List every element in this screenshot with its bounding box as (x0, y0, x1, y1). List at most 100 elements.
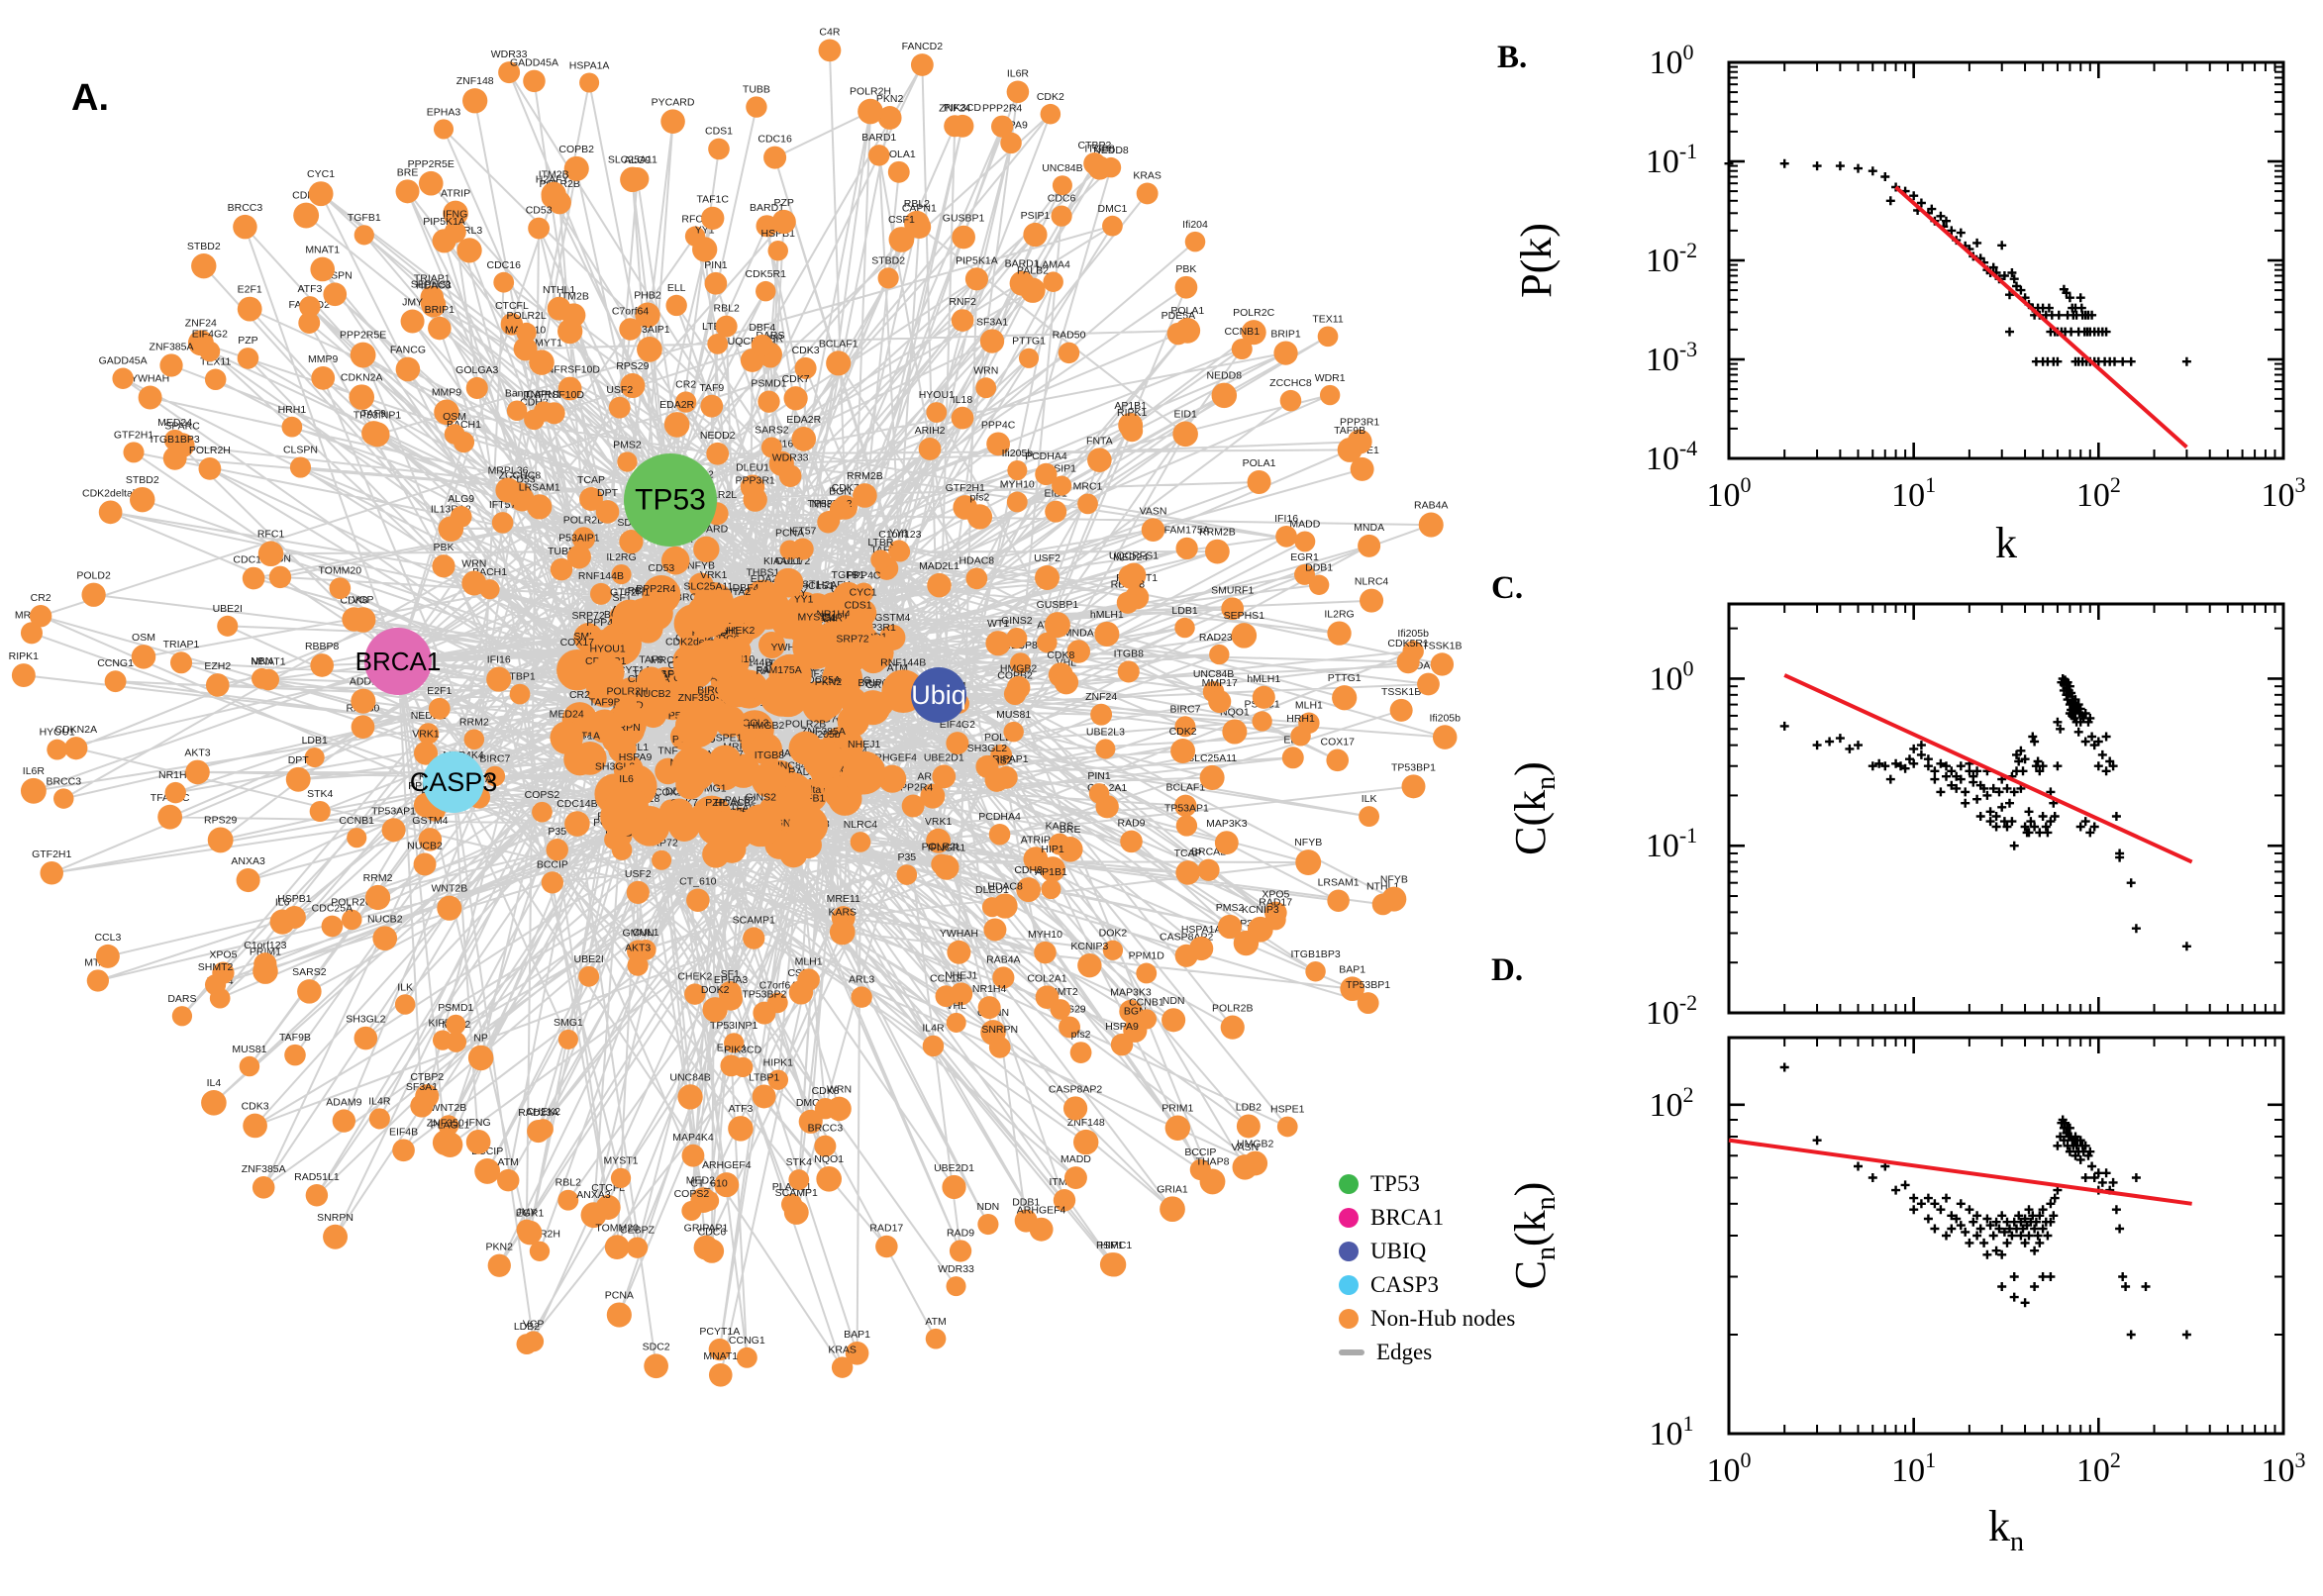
gene-node (284, 1044, 306, 1066)
gene-node (664, 798, 694, 828)
gene-node (529, 349, 555, 375)
gene-node (185, 759, 210, 785)
svg-text:100: 100 (1650, 655, 1694, 697)
gene-label: GTF2H1 (946, 482, 985, 494)
gene-label: HYOU1 (590, 643, 626, 654)
gene-node (674, 705, 719, 748)
gene-node (829, 919, 856, 946)
gene-label: EIF4G2 (940, 719, 975, 731)
gene-label: TAF9B (279, 1032, 311, 1044)
gene-node (309, 800, 331, 823)
gene-node (1000, 132, 1022, 154)
gene-label: E2F1 (427, 685, 452, 697)
hub-label-ubiq: Ubiq (911, 680, 966, 710)
gene-node (304, 748, 325, 768)
gene-label: BARD1 (1005, 258, 1040, 270)
gene-label: IFNGR1 (928, 842, 966, 853)
gene-node (946, 732, 969, 755)
gene-label: H2AFY (536, 173, 569, 185)
gene-label: POLR2L (922, 841, 961, 852)
gene-node (839, 646, 866, 673)
gene-node (305, 1184, 329, 1207)
gene-label: LTBR (867, 537, 893, 549)
gene-node (546, 839, 568, 861)
gene-label: WDR33 (491, 49, 528, 60)
gene-node (465, 376, 488, 399)
gene-label: PSMD1 (438, 1002, 473, 1014)
brca1-node-icon (1339, 1207, 1359, 1228)
gene-label: PPP2R5E (408, 158, 454, 170)
gene-label: CT_610 (690, 1178, 728, 1190)
gene-label: PIN1 (704, 259, 728, 271)
gene-label: BCLAF1 (819, 338, 858, 349)
gene-node (1023, 222, 1048, 248)
gene-node (1059, 1016, 1080, 1039)
gene-node (323, 1224, 349, 1249)
gene-node (1209, 644, 1230, 665)
gene-label: POLR2B (1212, 1003, 1253, 1015)
gene-label: PPP2R5E (340, 330, 386, 342)
gene-label: VRK1 (700, 569, 728, 581)
gene-label: TCAP (577, 474, 605, 486)
gene-label: EGR1 (1290, 551, 1319, 563)
gene-node (714, 1172, 740, 1198)
gene-label: Banp (505, 388, 530, 400)
gene-node (758, 631, 786, 659)
hub-label-tp53: TP53 (635, 484, 706, 517)
legend-item-label: Non-Hub nodes (1370, 1305, 1516, 1331)
gene-node (763, 146, 787, 169)
gene-node (660, 546, 690, 575)
gene-label: ZNF350 (427, 1117, 464, 1129)
gene-node (595, 500, 620, 524)
gene-node (433, 119, 454, 140)
gene-label: GMNN (622, 927, 654, 939)
gene-node (1175, 537, 1198, 560)
svg-text:101: 101 (1891, 1447, 1936, 1489)
gene-label: CTBP2 (410, 1071, 444, 1083)
gene-label: MUS81 (996, 709, 1031, 721)
gene-node (1040, 103, 1061, 125)
gene-node (1295, 849, 1322, 876)
gene-node (394, 994, 416, 1015)
legend-item-ubiq: UBIQ (1339, 1239, 1515, 1263)
gene-node (638, 595, 673, 631)
gene-label: HSPA9 (1105, 1021, 1139, 1033)
legend-item-nonhub: Non-Hub nodes (1339, 1306, 1515, 1331)
gene-label: BRCC3 (228, 202, 263, 214)
gene-label: RPS29 (616, 360, 649, 372)
gene-node (1308, 574, 1330, 595)
plot-frame (1727, 1036, 2285, 1436)
legend-item-label: TP53 (1370, 1170, 1420, 1196)
gene-node (298, 312, 321, 335)
gene-node (1221, 597, 1245, 621)
scatter-points (1779, 1062, 2191, 1340)
gene-node (1273, 341, 1298, 365)
gene-node (252, 667, 272, 689)
gene-label: PRIM1 (1162, 1103, 1193, 1115)
hub-node-ubiq (911, 667, 966, 723)
gene-label: FANCD2 (902, 41, 944, 52)
gene-label: Ifi205b (1002, 448, 1034, 459)
gene-label: ATM (498, 1156, 519, 1168)
gene-label: RNF144B (578, 570, 624, 582)
gene-label: LRSAM1 (519, 481, 560, 493)
gene-node (381, 818, 406, 843)
gene-node (446, 1014, 466, 1035)
gene-node (257, 541, 284, 567)
gene-node (350, 342, 376, 368)
gene-node (858, 635, 894, 671)
gene-node (53, 788, 74, 809)
gene-node (20, 777, 47, 804)
gene-node (1007, 460, 1028, 481)
gene-label: POLA1 (1243, 457, 1276, 469)
gene-node (783, 386, 808, 411)
power-law-fit-line (1783, 673, 2193, 864)
gene-label: ANXA3 (576, 1189, 611, 1201)
gene-node (20, 622, 44, 645)
legend-item-tp53: TP53 (1339, 1171, 1515, 1196)
network-nodes: PPP3R1 ZNF350 ITM2B RPS29 UNC84B POLR2C MNDA If… (9, 26, 1463, 1387)
gene-node (728, 1116, 754, 1142)
gene-node (904, 210, 930, 237)
gene-node (495, 477, 521, 503)
gene-node (1417, 672, 1440, 696)
